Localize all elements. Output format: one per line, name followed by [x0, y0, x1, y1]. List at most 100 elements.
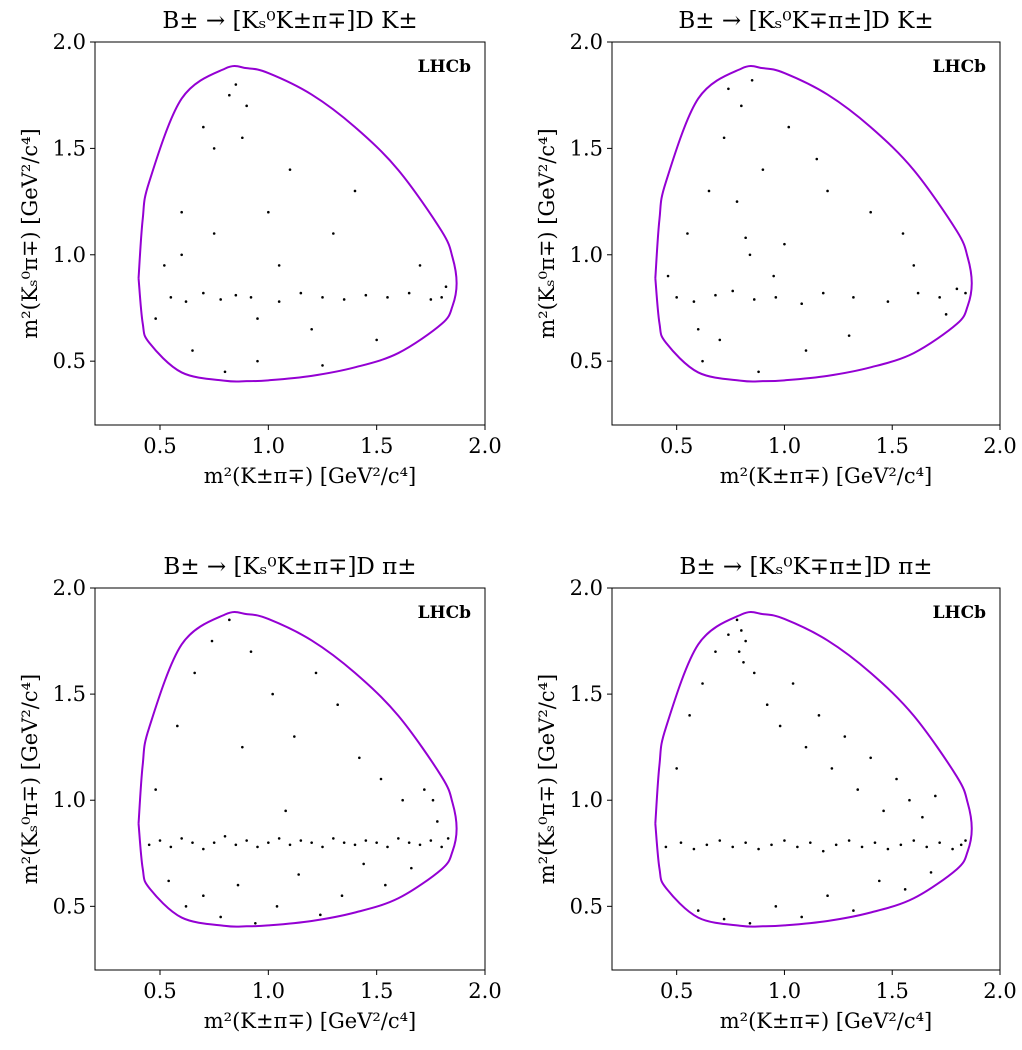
x-axis-label: m²(K±π∓) [GeV²/c⁴]: [204, 1009, 417, 1033]
event-point: [696, 327, 700, 331]
event-point: [440, 845, 443, 849]
event-point: [707, 189, 711, 193]
plot-frame: [611, 587, 1001, 971]
event-point: [436, 820, 439, 823]
event-point: [249, 650, 253, 653]
event-point: [666, 274, 670, 278]
panel: B± → [Kₛ⁰K∓π±]D π± m²(K±π∓) [GeV²/c⁴] m²(K…: [535, 554, 1017, 1033]
event-point: [679, 841, 683, 844]
event-point: [271, 692, 274, 696]
x-tick-label: 1.5: [876, 434, 909, 458]
x-tick-label: 0.5: [660, 979, 693, 1003]
event-point: [912, 264, 916, 267]
event-point: [444, 285, 448, 288]
event-point: [212, 232, 216, 235]
event-point: [212, 841, 216, 844]
event-point: [834, 843, 838, 847]
event-point: [256, 845, 259, 849]
event-point: [744, 639, 747, 643]
event-point: [202, 894, 205, 898]
annotation: LHCb: [418, 57, 472, 77]
x-tick-label: 2.0: [468, 979, 501, 1003]
event-point: [901, 232, 905, 235]
event-point: [852, 909, 855, 912]
event-point: [744, 841, 747, 844]
event-point: [407, 841, 411, 844]
event-point: [817, 714, 821, 717]
event-point: [241, 745, 244, 749]
y-tick-label: 1.5: [570, 136, 603, 160]
y-tick-label: 1.5: [53, 682, 86, 706]
event-point: [692, 300, 696, 303]
event-point: [202, 125, 205, 129]
event-point: [791, 682, 795, 685]
event-point: [705, 843, 709, 847]
event-point: [223, 370, 227, 374]
event-point: [688, 714, 691, 717]
event-point: [701, 682, 704, 685]
event-point: [353, 189, 357, 193]
event-point: [297, 873, 300, 876]
event-point: [748, 253, 752, 257]
y-tick-label: 1.0: [570, 788, 603, 812]
event-point: [379, 777, 383, 781]
event-point: [826, 894, 829, 898]
event-point: [701, 359, 704, 363]
event-point: [964, 839, 967, 842]
event-point: [299, 839, 303, 842]
event-point: [748, 922, 752, 925]
y-tick-label: 2.0: [570, 576, 603, 600]
event-point: [202, 291, 205, 295]
event-point: [364, 293, 368, 297]
event-point: [830, 767, 834, 770]
event-point: [727, 633, 730, 636]
panel: B± → [Kₛ⁰K±π∓]D π± m²(K±π∓) [GeV²/c⁴] m²(K…: [18, 554, 502, 1033]
plot-frame: [94, 587, 486, 971]
x-tick-label: 0.5: [660, 434, 693, 458]
event-point: [293, 735, 296, 738]
y-axis-label: m²(Kₛ⁰π∓) [GeV²/c⁴]: [18, 128, 42, 338]
event-point: [154, 788, 157, 791]
event-point: [826, 189, 829, 193]
y-tick-label: 0.5: [53, 349, 86, 373]
event-point: [193, 671, 196, 675]
event-point: [277, 300, 281, 303]
event-point: [727, 87, 730, 91]
event-point: [843, 735, 847, 738]
event-point: [714, 293, 717, 297]
x-tick-label: 2.0: [983, 434, 1016, 458]
event-point: [212, 147, 216, 150]
event-point: [774, 905, 778, 908]
x-axis-label: m²(K±π∓) [GeV²/c⁴]: [720, 464, 933, 488]
event-point: [921, 815, 924, 819]
event-point: [787, 125, 791, 129]
event-point: [321, 845, 324, 849]
event-point: [955, 287, 959, 291]
event-point: [860, 845, 864, 849]
event-point: [358, 756, 361, 760]
event-point: [735, 618, 739, 622]
phase-space-boundary: [654, 65, 973, 383]
event-point: [228, 93, 231, 97]
event-point: [407, 291, 411, 295]
event-point: [288, 843, 292, 847]
y-tick-label: 1.0: [570, 243, 603, 267]
event-point: [804, 745, 808, 749]
event-point: [342, 298, 346, 301]
event-point: [908, 798, 911, 802]
event-point: [418, 264, 422, 267]
event-point: [869, 210, 872, 214]
event-point: [912, 839, 916, 842]
event-point: [364, 839, 368, 842]
y-tick-label: 1.5: [570, 682, 603, 706]
event-point: [254, 922, 257, 925]
event-point: [314, 671, 318, 675]
event-point: [429, 298, 433, 301]
event-point: [353, 843, 357, 847]
event-point: [783, 242, 786, 246]
event-point: [180, 837, 183, 840]
event-point: [202, 847, 205, 851]
x-tick-label: 0.5: [143, 979, 176, 1003]
event-point: [184, 905, 188, 908]
